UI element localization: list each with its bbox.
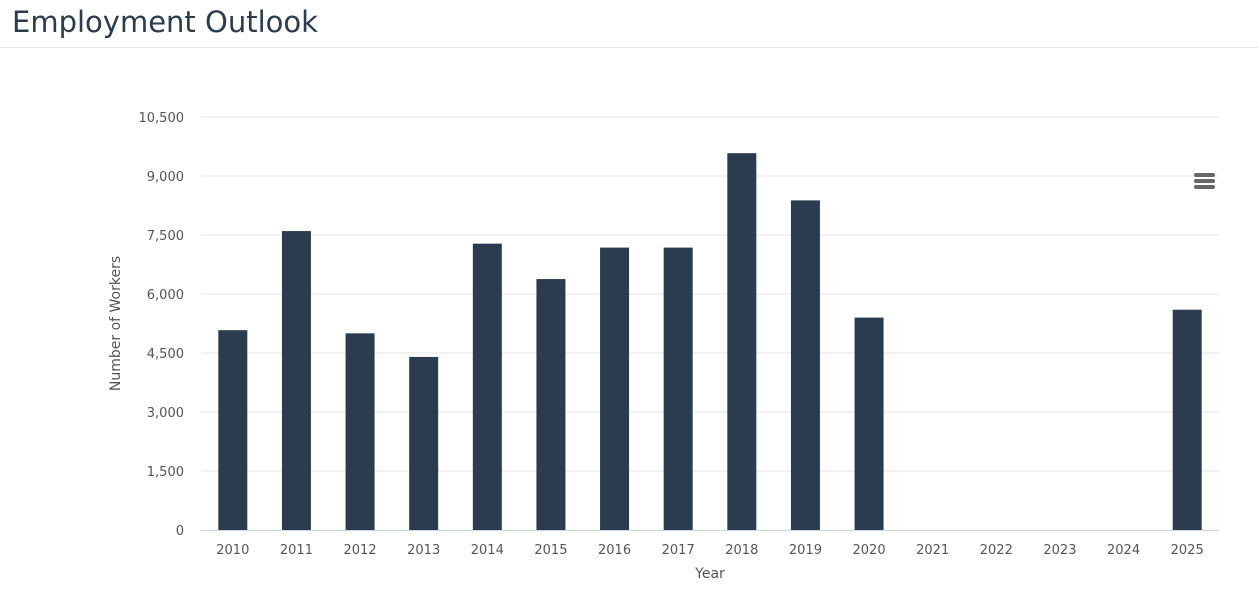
page-header: Employment Outlook [0, 0, 1258, 48]
y-tick-label: 3,000 [147, 406, 184, 421]
bar-2013[interactable] [409, 356, 439, 530]
x-axis-ticks: 2010 2011 2012 2013 2014 2015 2016 2017 2018 2019… [216, 543, 1203, 558]
bar-2017[interactable] [663, 247, 693, 530]
page-title: Employment Outlook [12, 5, 318, 39]
x-tick-label: 2022 [980, 543, 1013, 558]
bar-2018[interactable] [727, 153, 757, 530]
x-tick-label: 2011 [280, 543, 313, 558]
x-tick-label: 2018 [725, 543, 758, 558]
chart-menu-button[interactable] [1190, 169, 1218, 193]
y-tick-label: 4,500 [147, 347, 184, 362]
bar-2015[interactable] [536, 279, 566, 530]
bar-2012[interactable] [345, 333, 375, 530]
x-tick-label: 2020 [853, 543, 886, 558]
bar-2014[interactable] [472, 243, 502, 531]
x-axis-title: Year [694, 566, 725, 582]
y-tick-label: 0 [176, 524, 184, 539]
y-axis-ticks: 0 1,500 3,000 4,500 6,000 7,500 9,000 10,500 [139, 111, 185, 539]
bar-2011[interactable] [281, 231, 311, 531]
bar-2019[interactable] [790, 200, 820, 531]
x-tick-label: 2013 [407, 543, 440, 558]
x-tick-label: 2015 [534, 543, 567, 558]
y-tick-label: 1,500 [147, 465, 184, 480]
x-tick-label: 2021 [916, 543, 949, 558]
hamburger-menu-icon-bar [1194, 179, 1215, 183]
y-tick-label: 7,500 [147, 229, 184, 244]
x-tick-label: 2024 [1107, 543, 1140, 558]
bar-chart: 0 1,500 3,000 4,500 6,000 7,500 9,000 10,500 20… [108, 111, 1219, 582]
hamburger-menu-icon-bar [1194, 185, 1215, 189]
y-tick-label: 10,500 [139, 111, 185, 126]
x-tick-label: 2012 [344, 543, 377, 558]
x-tick-label: 2023 [1043, 543, 1076, 558]
bars [218, 153, 1202, 531]
x-tick-label: 2014 [471, 543, 504, 558]
bar-2010[interactable] [218, 330, 248, 530]
bar-2016[interactable] [600, 247, 630, 530]
chart-container: 0 1,500 3,000 4,500 6,000 7,500 9,000 10,500 20… [0, 49, 1258, 595]
x-tick-label: 2010 [216, 543, 249, 558]
bar-2025[interactable] [1172, 309, 1202, 530]
y-axis-title: Number of Workers [108, 256, 124, 391]
x-tick-label: 2016 [598, 543, 631, 558]
x-tick-label: 2019 [789, 543, 822, 558]
hamburger-menu-icon [1194, 173, 1215, 177]
x-tick-label: 2017 [662, 543, 695, 558]
y-tick-label: 6,000 [147, 288, 184, 303]
x-tick-label: 2025 [1171, 543, 1204, 558]
y-tick-label: 9,000 [147, 170, 184, 185]
bar-2020[interactable] [854, 317, 884, 530]
